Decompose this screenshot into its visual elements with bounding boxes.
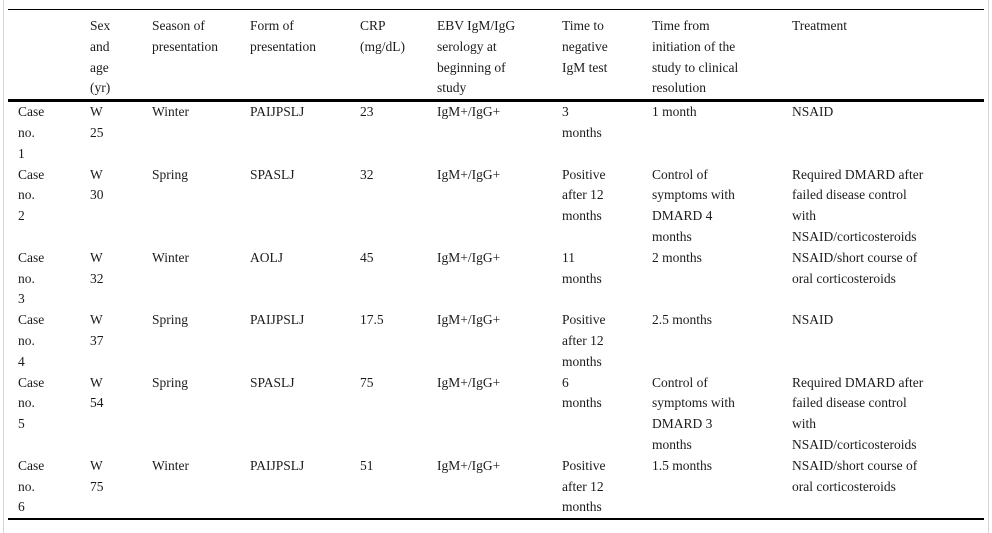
- clinical-cases-table: Sex and age (yr) Season of presentation Fo…: [8, 9, 984, 521]
- data-cell: 75: [360, 374, 374, 390]
- data-cell: W 25: [90, 104, 104, 140]
- data-cell: 32: [360, 166, 374, 182]
- table-row: Case no. 1 W 25 Winter PAIJPSLJ 23 IgM+/IgG+ 3…: [8, 101, 984, 165]
- data-cell: Winter: [152, 457, 189, 473]
- case-label-cell: Case no. 2: [18, 166, 45, 224]
- column-header: Treatment: [792, 9, 984, 103]
- header-row: Sex and age (yr) Season of presentation Fo…: [8, 9, 984, 103]
- data-cell: Spring: [152, 312, 189, 328]
- data-cell: Positive after 12 months: [562, 457, 606, 515]
- data-cell: NSAID/short course of oral corticosteroi…: [792, 457, 918, 494]
- data-cell: 23: [360, 104, 374, 120]
- data-cell: Control of symptoms with DMARD 4 months: [652, 166, 735, 244]
- data-cell: Spring: [152, 166, 189, 182]
- data-cell: 2 months: [652, 249, 702, 265]
- table-row: Case no. 6 W 75 Winter PAIJPSLJ 51 IgM+/IgG+ P…: [8, 456, 984, 519]
- data-cell: W 54: [90, 374, 104, 411]
- data-cell: Winter: [152, 104, 189, 120]
- data-cell: AOLJ: [250, 249, 283, 265]
- case-label-cell: Case no. 6: [18, 457, 45, 515]
- data-cell: SPASLJ: [250, 374, 295, 390]
- data-cell: Control of symptoms with DMARD 3 months: [652, 374, 735, 452]
- data-cell: NSAID: [792, 104, 834, 120]
- data-cell: 3 months: [562, 104, 602, 140]
- data-cell: IgM+/IgG+: [437, 104, 501, 120]
- case-label-cell: Case no. 5: [18, 374, 45, 432]
- data-cell: Positive after 12 months: [562, 312, 606, 369]
- data-cell: 1 month: [652, 104, 697, 120]
- data-cell: W 75: [90, 457, 104, 494]
- data-cell: 2.5 months: [652, 312, 713, 328]
- column-header: Time from initiation of the study to cli…: [652, 9, 792, 103]
- data-cell: 11 months: [562, 249, 602, 286]
- data-cell: W 32: [90, 249, 104, 286]
- data-cell: PAIJPSLJ: [250, 457, 305, 473]
- data-cell: Winter: [152, 249, 189, 265]
- data-cell: IgM+/IgG+: [437, 166, 501, 182]
- data-cell: W 37: [90, 312, 104, 348]
- column-header: EBV IgM/IgG serology at beginning of stu…: [437, 9, 562, 103]
- column-header: Sex and age (yr): [90, 9, 152, 103]
- table-row: Case no. 3 W 32 Winter AOLJ 45 IgM+/IgG+ 11 mo…: [8, 248, 984, 310]
- data-cell: 6 months: [562, 374, 602, 411]
- data-cell: 45: [360, 249, 374, 265]
- data-cell: 17.5: [360, 312, 384, 328]
- data-cell: W 30: [90, 166, 104, 203]
- column-header: Form of presentation: [250, 9, 360, 103]
- column-header: Season of presentation: [152, 9, 250, 103]
- table-frame: Sex and age (yr) Season of presentation Fo…: [3, 0, 989, 533]
- data-cell: NSAID/short course of oral corticosteroi…: [792, 249, 918, 286]
- column-header: CRP (mg/dL): [360, 9, 437, 103]
- data-cell: PAIJPSLJ: [250, 312, 305, 328]
- data-cell: IgM+/IgG+: [437, 457, 501, 473]
- table-header: Sex and age (yr) Season of presentation Fo…: [8, 9, 984, 103]
- data-cell: IgM+/IgG+: [437, 374, 501, 390]
- data-cell: Spring: [152, 374, 189, 390]
- table-row: Case no. 2 W 30 Spring SPASLJ 32 IgM+/IgG+ Pos…: [8, 165, 984, 248]
- case-label-cell: Case no. 4: [18, 312, 45, 369]
- case-label-cell: Case no. 3: [18, 249, 45, 307]
- data-cell: IgM+/IgG+: [437, 249, 501, 265]
- data-cell: Required DMARD after failed disease cont…: [792, 374, 924, 452]
- column-header: Time to negative IgM test: [562, 9, 652, 103]
- data-cell: 1.5 months: [652, 457, 713, 473]
- table-row: Case no. 5 W 54 Spring SPASLJ 75 IgM+/IgG+ 6 m…: [8, 373, 984, 456]
- data-cell: 51: [360, 457, 374, 473]
- table-body: Case no. 1 W 25 Winter PAIJPSLJ 23 IgM+/IgG+ 3…: [8, 101, 984, 519]
- data-cell: Positive after 12 months: [562, 166, 606, 224]
- case-label-cell: Case no. 1: [18, 104, 45, 161]
- column-header: [8, 9, 90, 103]
- data-cell: IgM+/IgG+: [437, 312, 501, 328]
- data-cell: SPASLJ: [250, 166, 295, 182]
- data-cell: NSAID: [792, 312, 834, 328]
- table-row: Case no. 4 W 37 Spring PAIJPSLJ 17.5 IgM+/IgG…: [8, 310, 984, 372]
- data-cell: Required DMARD after failed disease cont…: [792, 166, 924, 244]
- data-cell: PAIJPSLJ: [250, 104, 305, 120]
